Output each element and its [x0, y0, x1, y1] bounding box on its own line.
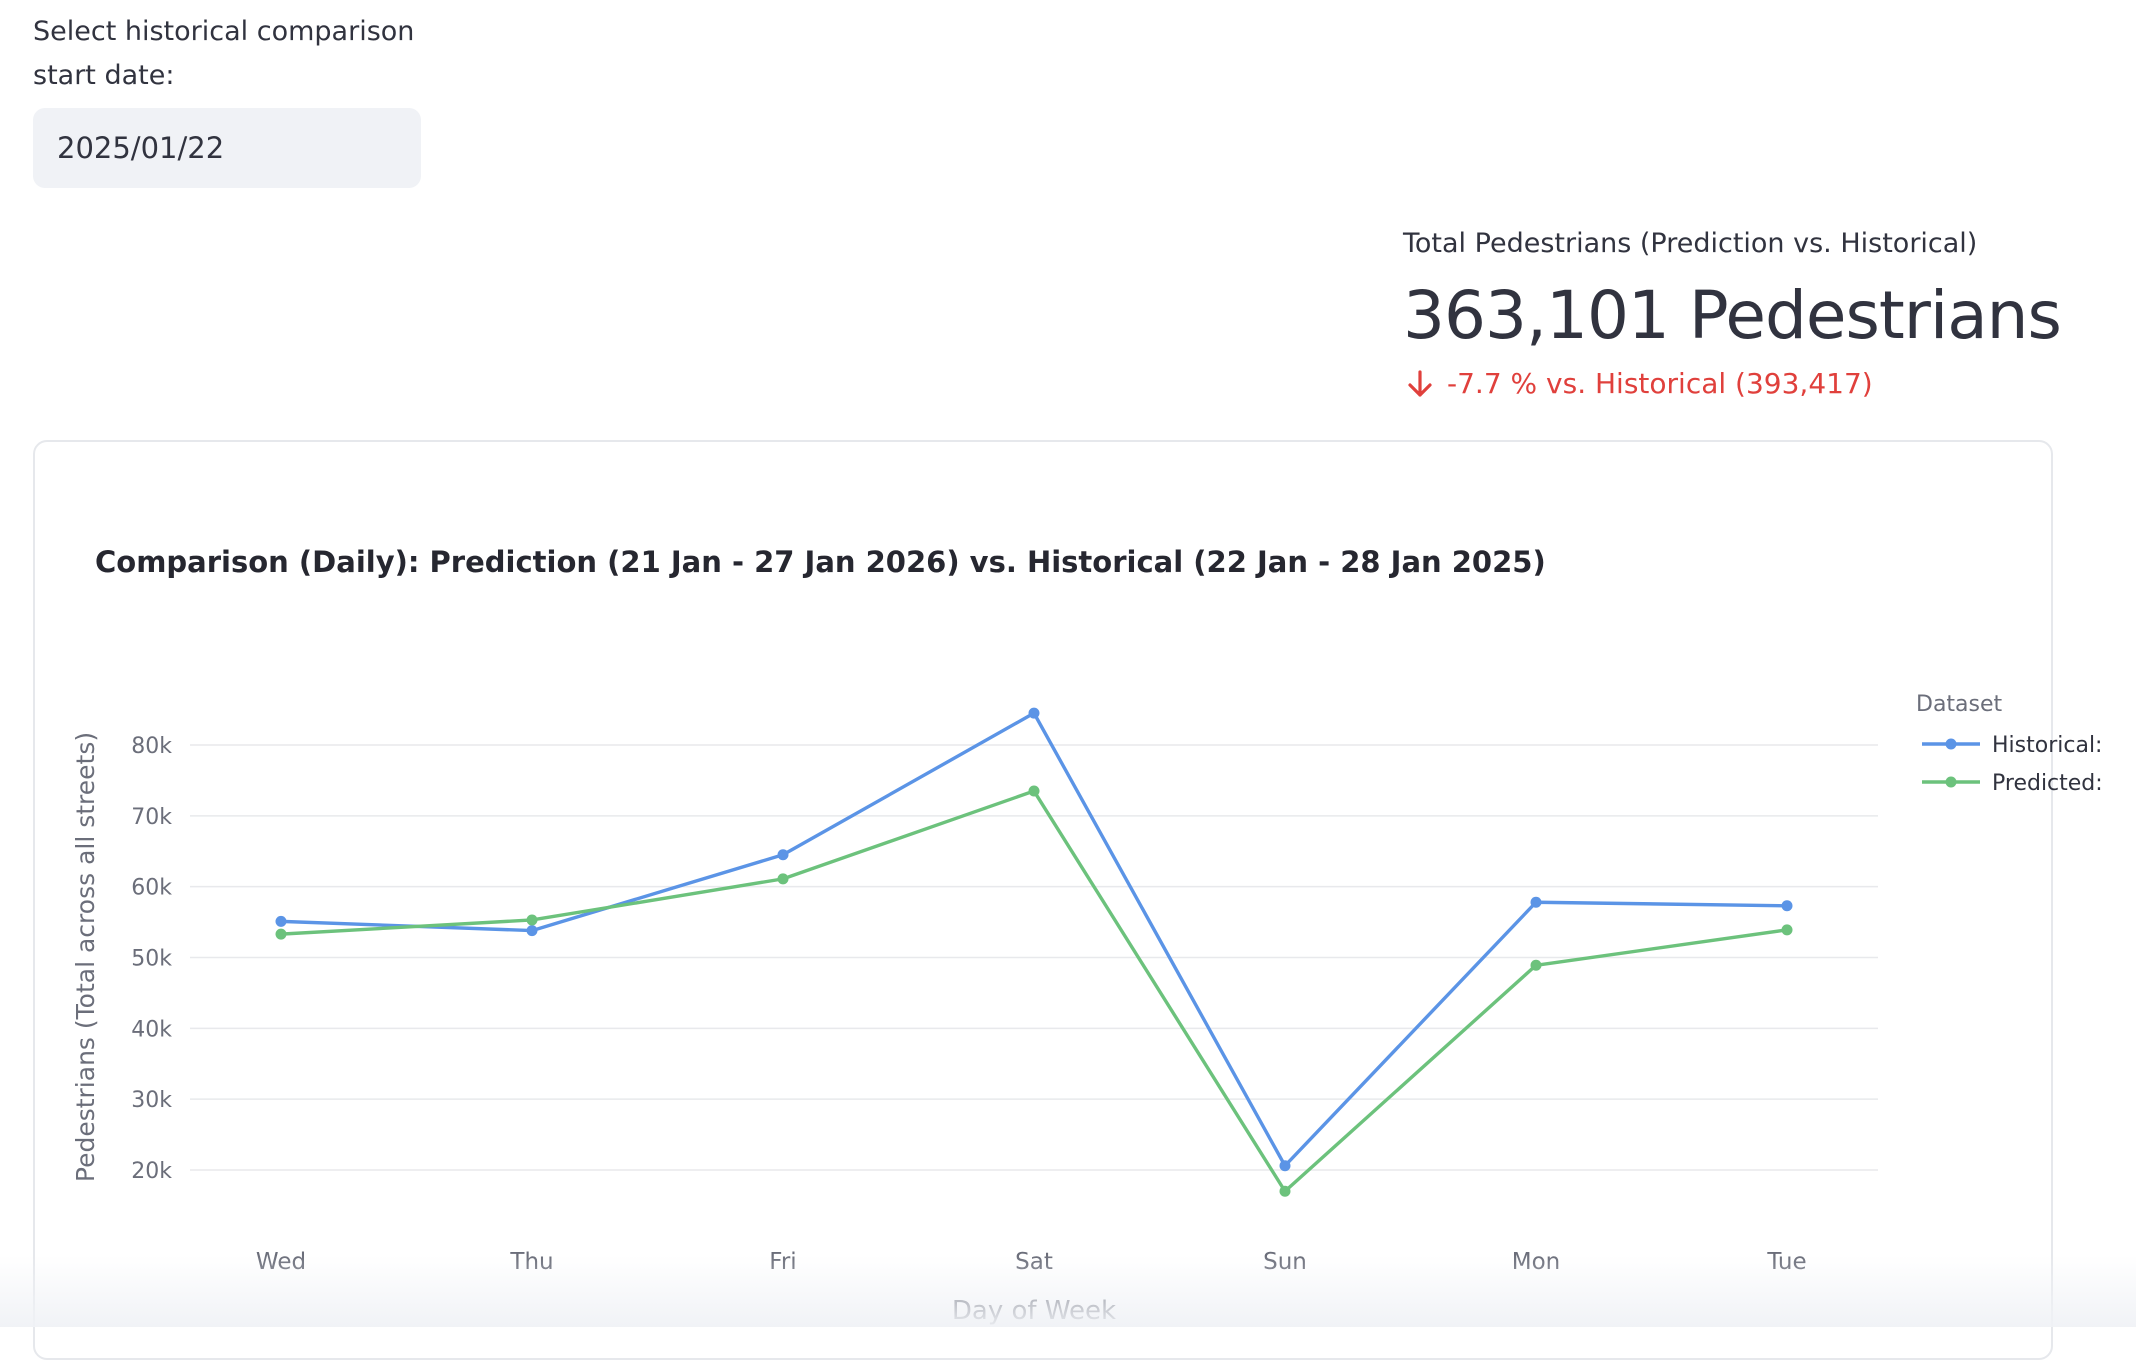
data-point: [777, 849, 789, 861]
x-axis-label: Day of Week: [952, 1296, 1116, 1326]
legend-entry: Historical:: [1992, 733, 2102, 758]
y-tick-label: 80k: [131, 734, 172, 759]
legend-swatch-marker: [1945, 776, 1957, 788]
legend-entry: Predicted:: [1992, 771, 2103, 796]
x-tick-label: Sun: [1263, 1249, 1307, 1275]
data-point: [1028, 707, 1040, 719]
data-point: [526, 925, 538, 937]
y-tick-label: 20k: [131, 1159, 172, 1184]
data-point: [1530, 959, 1542, 971]
x-tick-label: Fri: [769, 1249, 796, 1275]
metric-delta-text: -7.7 % vs. Historical (393,417): [1447, 367, 1873, 400]
x-tick-label: Wed: [256, 1249, 306, 1275]
date-input[interactable]: [33, 108, 421, 188]
arrow-down-icon: [1408, 370, 1432, 397]
x-axis-ticks: Wed Thu Fri Sat Sun Mon Tue: [256, 1249, 1807, 1275]
series-line-historical: [280, 711, 1788, 1168]
data-point: [1279, 1185, 1291, 1197]
legend-title: Dataset: [1916, 692, 2003, 717]
data-point: [1781, 924, 1793, 936]
data-point: [275, 915, 287, 927]
y-axis-ticks: 20k 30k 40k 50k 60k 70k 80k: [131, 734, 172, 1184]
legend: Dataset Historical: Predicted:: [1916, 692, 2103, 796]
y-tick-label: 70k: [131, 805, 172, 830]
y-tick-label: 50k: [131, 947, 172, 972]
x-tick-label: Tue: [1766, 1249, 1806, 1275]
data-point: [1279, 1160, 1291, 1172]
y-tick-label: 60k: [131, 876, 172, 901]
date-picker-label: Select historical comparison start date:: [33, 16, 415, 91]
x-tick-label: Thu: [509, 1249, 553, 1275]
x-tick-label: Sat: [1015, 1249, 1053, 1275]
data-point: [1530, 896, 1542, 908]
chart-title: Comparison (Daily): Prediction (21 Jan -…: [95, 545, 1546, 579]
series-line-predicted: [280, 789, 1788, 1193]
chart-card: [33, 440, 2053, 1360]
metric-panel: Total Pedestrians (Prediction vs. Histor…: [1403, 224, 2123, 404]
y-axis-label: Pedestrians (Total across all streets): [71, 732, 100, 1182]
grid-lines: [190, 744, 1878, 1171]
metric-label: Total Pedestrians (Prediction vs. Histor…: [1403, 228, 1978, 259]
y-tick-label: 40k: [131, 1017, 172, 1042]
data-point: [1028, 785, 1040, 797]
data-point: [526, 914, 538, 926]
data-point: [1781, 900, 1793, 912]
metric-value: 363,101 Pedestrians: [1403, 277, 2062, 354]
y-tick-label: 30k: [131, 1088, 172, 1113]
metric-delta: -7.7 % vs. Historical (393,417): [1403, 364, 2123, 404]
data-point: [275, 928, 287, 940]
data-point: [777, 873, 789, 885]
line-chart: Comparison (Daily): Prediction (21 Jan -…: [71, 545, 2103, 1326]
series-lines: [275, 707, 1793, 1197]
legend-swatch-marker: [1945, 738, 1957, 750]
x-tick-label: Mon: [1512, 1249, 1561, 1275]
